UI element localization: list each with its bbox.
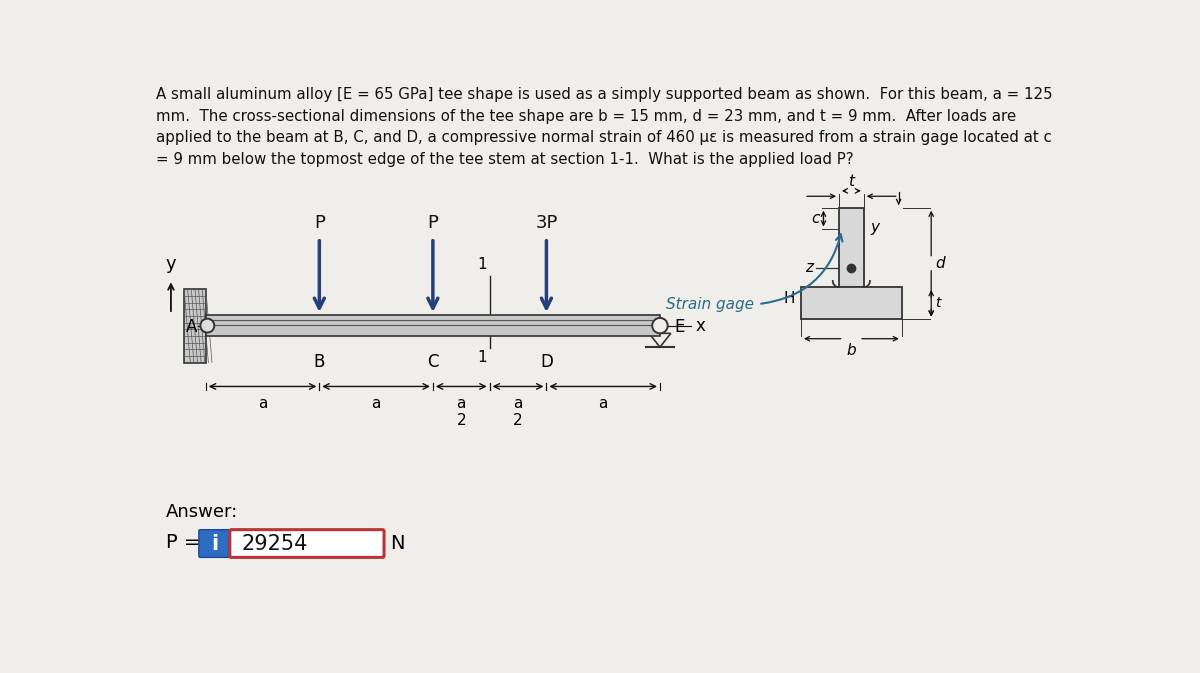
Text: Answer:: Answer: xyxy=(166,503,238,521)
Text: Strain gage: Strain gage xyxy=(666,297,755,312)
Text: H: H xyxy=(784,291,794,306)
Text: E: E xyxy=(674,318,684,336)
FancyBboxPatch shape xyxy=(199,530,232,557)
Text: A: A xyxy=(186,318,198,336)
FancyBboxPatch shape xyxy=(230,530,384,557)
Text: 1: 1 xyxy=(476,350,486,365)
Text: i: i xyxy=(211,534,218,553)
Bar xyxy=(206,315,660,336)
Text: y: y xyxy=(870,219,878,235)
Bar xyxy=(839,208,864,287)
Circle shape xyxy=(200,319,215,332)
Text: x: x xyxy=(696,316,706,334)
Text: b: b xyxy=(846,343,856,357)
Text: a: a xyxy=(599,396,608,411)
Text: C: C xyxy=(427,353,439,371)
Text: t: t xyxy=(848,174,854,188)
Bar xyxy=(802,287,901,320)
Bar xyxy=(184,289,206,363)
Text: 3P: 3P xyxy=(535,214,558,232)
Text: D: D xyxy=(540,353,553,371)
Text: a: a xyxy=(372,396,380,411)
Text: a
2: a 2 xyxy=(514,396,523,428)
Text: c: c xyxy=(811,211,820,226)
Circle shape xyxy=(653,318,667,333)
Text: P: P xyxy=(427,214,438,232)
Text: a
2: a 2 xyxy=(456,396,466,428)
Text: 29254: 29254 xyxy=(241,534,308,553)
Text: t: t xyxy=(935,296,941,310)
Text: B: B xyxy=(313,353,325,371)
Text: a: a xyxy=(258,396,268,411)
Text: P =: P = xyxy=(166,533,200,553)
Text: 1: 1 xyxy=(476,258,486,273)
Text: N: N xyxy=(390,534,404,553)
Text: P: P xyxy=(314,214,325,232)
Text: y: y xyxy=(166,255,176,273)
Text: A small aluminum alloy [E = 65 GPa] tee shape is used as a simply supported beam: A small aluminum alloy [E = 65 GPa] tee … xyxy=(156,87,1052,167)
Text: z: z xyxy=(805,260,814,275)
Text: d: d xyxy=(935,256,944,271)
